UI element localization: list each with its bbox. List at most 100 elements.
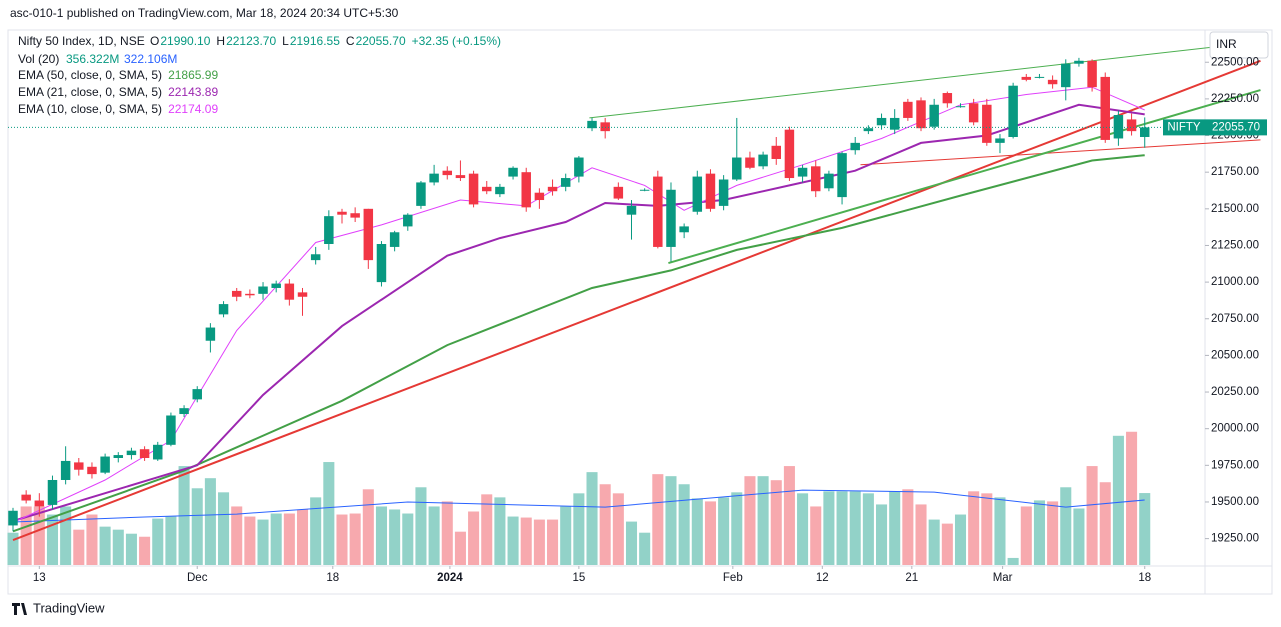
candle-body xyxy=(1047,79,1058,85)
volume-bar xyxy=(941,523,953,565)
volume-bar xyxy=(547,519,559,565)
candle-body xyxy=(34,500,45,507)
ohlc-value: 22055.70 xyxy=(356,34,406,48)
candle-body xyxy=(389,232,400,247)
candle-body xyxy=(350,213,360,218)
candle-body xyxy=(1008,85,1018,137)
volume-bar xyxy=(218,492,230,565)
volume-bar xyxy=(441,501,453,565)
publish-note: asc-010-1 published on TradingView.com, … xyxy=(10,6,399,20)
candle-body xyxy=(153,444,163,460)
candle-body xyxy=(179,408,189,415)
volume-bar xyxy=(1099,482,1111,565)
volume-bar xyxy=(1047,501,1059,565)
candle-body xyxy=(758,154,768,167)
candle-body xyxy=(982,104,992,143)
candle-body xyxy=(1100,76,1110,140)
volume-bar xyxy=(625,521,638,565)
volume-bar xyxy=(86,514,98,565)
volume-bar xyxy=(639,532,651,565)
candle-body xyxy=(1087,60,1097,88)
volume-bar xyxy=(1073,508,1085,565)
plot-area xyxy=(7,41,1261,565)
currency: INR xyxy=(1216,37,1237,51)
volume-bar xyxy=(231,506,243,565)
x-tick-label: 18 xyxy=(326,572,339,584)
ema-line xyxy=(12,86,1145,523)
ohlc-value: 21990.10 xyxy=(160,34,210,48)
volume-bar xyxy=(46,514,59,565)
volume-bar xyxy=(612,493,624,565)
currency-box[interactable] xyxy=(1209,31,1269,59)
y-tick-label: 20750.00 xyxy=(1211,313,1259,325)
candle-body xyxy=(74,462,84,470)
candle-body xyxy=(718,179,729,206)
x-tick-label: Dec xyxy=(187,572,208,584)
candle-body xyxy=(1139,127,1150,137)
trendline xyxy=(589,41,1261,119)
candle-body xyxy=(955,106,966,108)
volume-bar xyxy=(1086,466,1098,565)
candle-body xyxy=(732,157,742,180)
y-tick-label: 20500.00 xyxy=(1211,349,1259,361)
volume-bar xyxy=(1112,435,1124,565)
tv-logo xyxy=(12,603,27,615)
chart-frame xyxy=(7,29,1273,595)
x-tick-label: 15 xyxy=(572,572,585,584)
symbol-badge-bg xyxy=(1163,119,1205,136)
candle-body xyxy=(245,293,255,296)
candle-body xyxy=(100,456,110,473)
candle-body xyxy=(863,128,874,132)
volume-ma-value: 322.106M xyxy=(124,52,177,66)
volume-bar xyxy=(665,476,677,565)
candle-body xyxy=(205,327,216,341)
x-tick-label: 13 xyxy=(33,572,46,584)
price-badge-bg xyxy=(1205,119,1267,136)
volume-bar xyxy=(112,529,124,565)
candle-body xyxy=(560,178,571,187)
change: +32.35 (+0.15%) xyxy=(412,34,501,48)
ohlc-key: C xyxy=(346,34,355,48)
volume-bar xyxy=(889,491,901,565)
volume-bar xyxy=(349,513,361,565)
symbol-badge: NIFTY xyxy=(1167,121,1201,133)
volume-bar xyxy=(270,513,282,565)
ema-name: EMA (10, close, 0, SMA, 5) xyxy=(18,102,162,116)
volume-bar xyxy=(1033,500,1045,565)
candle-body xyxy=(1074,60,1084,64)
volume-bar xyxy=(586,472,598,565)
candle-body xyxy=(508,167,518,177)
volume-bar xyxy=(849,491,861,565)
volume-bar xyxy=(1139,493,1151,565)
candle-body xyxy=(942,93,953,104)
candle-body xyxy=(310,254,321,261)
volume-bar xyxy=(494,497,506,565)
candle-body xyxy=(442,170,453,176)
volume-bar xyxy=(454,531,466,565)
volume-bar xyxy=(204,478,216,565)
ema-value: 21865.99 xyxy=(168,68,218,82)
candle-body xyxy=(679,226,689,233)
ema-value: 22143.89 xyxy=(168,85,218,99)
y-tick-label: 22500.00 xyxy=(1211,56,1259,68)
y-tick-label: 21000.00 xyxy=(1211,276,1259,288)
candle-body xyxy=(968,103,979,123)
candle-body xyxy=(1034,76,1045,78)
volume-bar xyxy=(362,489,374,565)
ohlc-value: 21916.55 xyxy=(290,34,340,48)
ohlc-key: L xyxy=(282,34,289,48)
volume-bar xyxy=(323,462,335,565)
ema-name: EMA (21, close, 0, SMA, 5) xyxy=(18,85,162,99)
x-tick-label: 21 xyxy=(905,572,918,584)
trendline xyxy=(668,89,1261,265)
volume-bar xyxy=(678,484,690,565)
y-tick-label: 20000.00 xyxy=(1211,423,1259,435)
candle-body xyxy=(587,120,597,129)
volume-bar xyxy=(296,509,309,565)
candle-body xyxy=(797,167,808,177)
volume-bar xyxy=(731,492,743,565)
candle-body xyxy=(455,175,466,179)
volume-bar xyxy=(704,501,716,565)
trendline xyxy=(860,139,1261,166)
y-tick-label: 20250.00 xyxy=(1211,386,1259,398)
